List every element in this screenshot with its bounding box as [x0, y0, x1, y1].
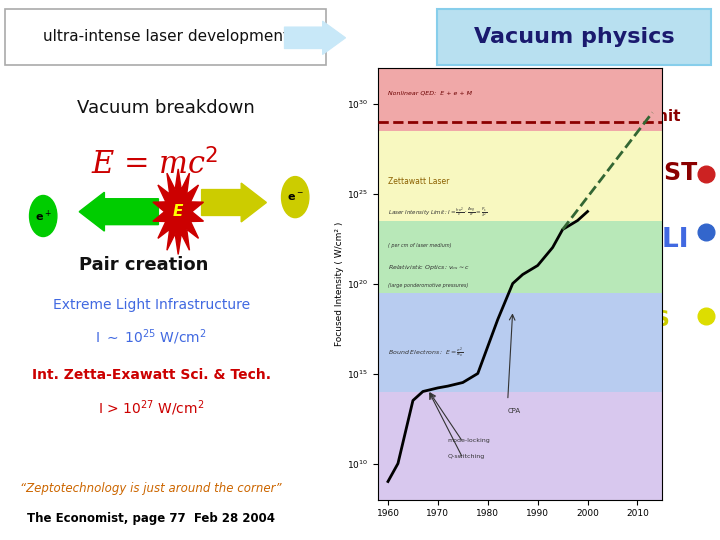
Circle shape	[282, 177, 309, 218]
Text: Q-switching: Q-switching	[448, 454, 485, 459]
Circle shape	[30, 195, 57, 237]
Text: I $\sim$ 10$^{25}$ W/cm$^2$: I $\sim$ 10$^{25}$ W/cm$^2$	[95, 328, 207, 347]
Text: Int. Zetta-Exawatt Sci. & Tech.: Int. Zetta-Exawatt Sci. & Tech.	[32, 368, 271, 382]
Text: ( per cm of laser medium): ( per cm of laser medium)	[388, 244, 451, 248]
Text: Extreme Light Infrastructure: Extreme Light Infrastructure	[53, 298, 250, 312]
Polygon shape	[153, 169, 204, 254]
Text: IZEST: IZEST	[623, 161, 698, 185]
FancyBboxPatch shape	[6, 9, 325, 65]
Text: Relativistic Optics: $v_{os} \sim c$: Relativistic Optics: $v_{os} \sim c$	[388, 263, 470, 272]
FancyArrow shape	[79, 192, 158, 231]
FancyArrow shape	[284, 21, 346, 55]
Bar	[378, 392, 662, 500]
Text: (large ponderomotive pressures): (large ponderomotive pressures)	[388, 283, 468, 288]
Text: Nonlinear QED:  E + e + M: Nonlinear QED: E + e + M	[388, 91, 472, 96]
Text: I > 10$^{27}$ W/cm$^2$: I > 10$^{27}$ W/cm$^2$	[98, 398, 204, 417]
Text: e$^-$: e$^-$	[287, 192, 304, 202]
Text: The Economist, page 77  Feb 28 2004: The Economist, page 77 Feb 28 2004	[27, 512, 275, 525]
Y-axis label: Focused Intensity ( W/cm² ): Focused Intensity ( W/cm² )	[336, 221, 344, 346]
Text: Laser Intensity Limit: $I = \frac{h\nu^2}{c}\cdot\frac{\Delta\nu_g}{\sigma} = \f: Laser Intensity Limit: $I = \frac{h\nu^2…	[388, 206, 487, 220]
Text: E: E	[173, 204, 184, 219]
Text: e$^+$: e$^+$	[35, 208, 52, 224]
Text: Zettawatt Laser: Zettawatt Laser	[388, 178, 449, 186]
Text: Bound Electrons:  $E = \frac{e^2}{a_o}$: Bound Electrons: $E = \frac{e^2}{a_o}$	[388, 346, 464, 360]
Text: Schwinger limit: Schwinger limit	[547, 109, 680, 124]
Text: ELI: ELI	[644, 227, 689, 253]
Text: E = mc$^2$: E = mc$^2$	[91, 148, 219, 181]
FancyArrow shape	[202, 183, 266, 222]
Bar	[378, 220, 662, 293]
Text: CUOS: CUOS	[605, 309, 670, 330]
Text: CPA: CPA	[508, 408, 521, 414]
Text: Pair creation: Pair creation	[79, 255, 209, 274]
Text: “Zeptotechnology is just around the corner”: “Zeptotechnology is just around the corn…	[20, 482, 282, 495]
FancyBboxPatch shape	[438, 9, 711, 65]
Bar	[378, 293, 662, 392]
Text: Vacuum breakdown: Vacuum breakdown	[77, 99, 254, 117]
Text: mode-locking: mode-locking	[448, 438, 490, 443]
Text: ultra-intense laser development: ultra-intense laser development	[42, 29, 289, 44]
Bar	[378, 131, 662, 220]
Bar	[378, 68, 662, 131]
Text: Vacuum physics: Vacuum physics	[474, 26, 675, 47]
